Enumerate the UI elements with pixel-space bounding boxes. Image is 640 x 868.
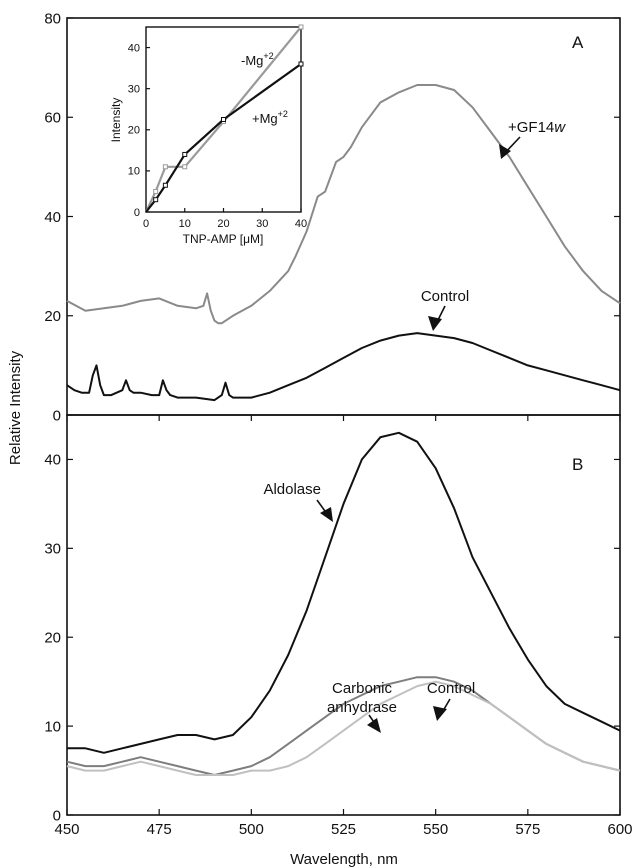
inset-y-tick-label: 20 (128, 125, 140, 137)
panel-a-series-gf14w (66, 84, 621, 325)
inset-point-mg-2 (182, 164, 188, 170)
inset-plus-mg-label: +Mg+2 (252, 109, 288, 126)
control-a-arrow (428, 305, 446, 331)
panel-a-y-tick-label: 80 (44, 10, 61, 27)
aldolase-label: Aldolase (263, 481, 321, 498)
inset-x-tick-label: 40 (295, 218, 307, 230)
inset-point-mg-2 (298, 24, 304, 30)
panel-a-y-ticks: 0 20 40 60 80 (44, 10, 620, 424)
inset-y-label: Intensity (109, 98, 123, 143)
inset-ticks: 0 10 20 30 40 0 10 20 30 40 (128, 42, 307, 230)
panel-b-x-tick-label: 450 (54, 821, 79, 838)
carbonic-line1: Carbonic (332, 680, 393, 697)
inset-lines (145, 24, 304, 213)
panel-b-lines (66, 431, 621, 776)
y-axis-label: Relative Intensity (7, 350, 24, 465)
panel-a-series-control (66, 332, 621, 402)
panel-b-x-tick-label: 575 (515, 821, 540, 838)
gf14w-arrow (499, 136, 521, 159)
panel-b-series-control (66, 680, 621, 776)
inset-point-mg-2 (162, 182, 168, 188)
panel-b-x-tick-label: 550 (423, 821, 448, 838)
inset-plus-mg-sup: +2 (278, 109, 288, 119)
inset-minus-mg-label: -Mg+2 (241, 51, 274, 68)
panel-a-y-tick-label: 60 (44, 110, 61, 127)
inset-minus-mg-sup: +2 (263, 51, 273, 61)
inset-y-tick-label: 10 (128, 166, 140, 178)
panel-b-y-tick-label: 30 (44, 541, 61, 558)
inset-plus-mg-base: +Mg (252, 111, 278, 126)
panel-b-ticks: 0 10 20 30 40 450 475 500 525 550 575 600 (44, 415, 633, 838)
inset-x-tick-label: 0 (143, 218, 149, 230)
inset-series-mg-2 (145, 26, 302, 213)
panel-b-x-tick-label: 600 (607, 821, 632, 838)
panel-b-x-tick-label: 475 (147, 821, 172, 838)
inset-y-tick-label: 40 (128, 42, 140, 54)
control-a-label: Control (421, 288, 469, 305)
inset-point-mg-2 (298, 61, 304, 67)
panel-b-y-tick-label: 40 (44, 452, 61, 469)
panel-b-frame (66, 414, 621, 816)
carbonic-arrow (367, 714, 381, 733)
inset-x-tick-label: 20 (217, 218, 229, 230)
carbonic-line2: anhydrase (327, 699, 397, 716)
gf14w-label-italic: w (554, 119, 566, 136)
panel-b: 0 10 20 30 40 450 475 500 525 550 575 600 B Aldolas… (44, 414, 633, 838)
panel-a-y-tick-label: 40 (44, 209, 61, 226)
gf14w-label-base: +GF14 (508, 119, 554, 136)
panel-a: 0 20 40 60 80 A +GF14w Control 0 10 20 30 40 0 10 2… (44, 10, 621, 424)
inset-point-mg-2 (153, 188, 159, 194)
inset-point-mg-2 (221, 117, 226, 122)
inset-point-mg-2 (162, 164, 168, 170)
inset-x-tick-label: 30 (256, 218, 268, 230)
control-b-arrow (433, 698, 451, 721)
panel-b-x-tick-label: 500 (239, 821, 264, 838)
x-axis-label: Wavelength, nm (290, 851, 398, 868)
inset-x-tick-label: 10 (179, 218, 191, 230)
inset-y-tick-label: 0 (134, 207, 140, 219)
aldolase-arrow (316, 499, 333, 522)
panel-b-series-aldolase (67, 431, 621, 754)
inset-y-tick-label: 30 (128, 84, 140, 96)
panel-a-y-tick-label: 0 (53, 407, 61, 424)
panel-a-lines (66, 84, 621, 402)
panel-b-y-tick-label: 10 (44, 718, 61, 735)
panel-b-x-tick-label: 525 (331, 821, 356, 838)
inset-chart: 0 10 20 30 40 0 10 20 30 40 TNP-AMP [μM] Intensit… (109, 24, 307, 246)
inset-point-mg-2 (153, 197, 159, 203)
inset-minus-mg-base: -Mg (241, 53, 263, 68)
panel-a-y-tick-label: 20 (44, 308, 61, 325)
inset-point-mg-2 (182, 151, 188, 157)
gf14w-label: +GF14w (508, 119, 566, 136)
panel-b-y-tick-label: 20 (44, 629, 61, 646)
panel-b-y-tick-label: 0 (53, 807, 61, 824)
control-b-label: Control (427, 680, 475, 697)
panel-b-letter: B (572, 455, 583, 474)
inset-x-label: TNP-AMP [μM] (183, 232, 264, 246)
carbonic-anhydrase-label: Carbonic anhydrase (327, 680, 397, 716)
panel-a-letter: A (572, 33, 584, 52)
